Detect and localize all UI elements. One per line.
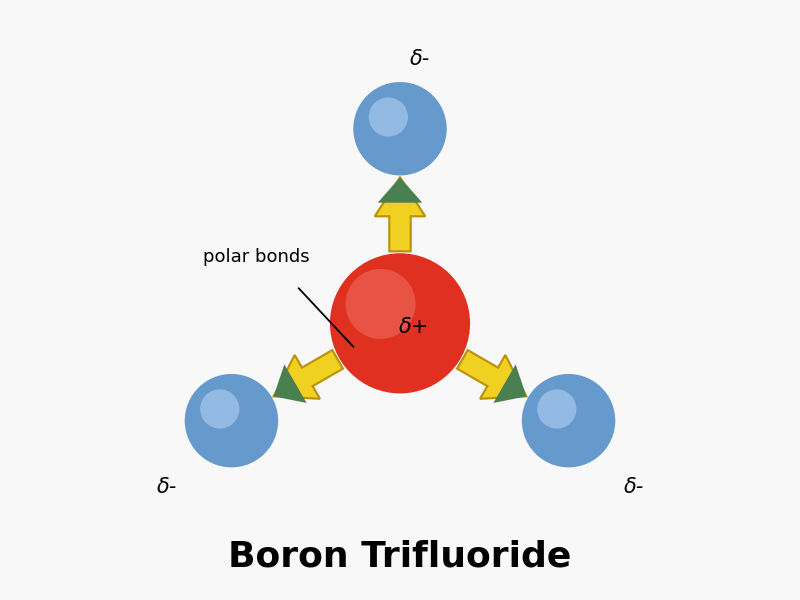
Text: δ-: δ- (623, 477, 644, 497)
FancyArrow shape (274, 364, 306, 403)
Text: polar bonds: polar bonds (202, 248, 310, 266)
Circle shape (369, 97, 408, 137)
FancyArrow shape (457, 350, 526, 399)
FancyArrow shape (494, 364, 526, 403)
Circle shape (522, 374, 615, 467)
Text: δ+: δ+ (398, 317, 429, 337)
Circle shape (346, 269, 415, 339)
Text: δ-: δ- (410, 49, 430, 68)
Text: Boron Trifluoride: Boron Trifluoride (228, 540, 572, 574)
Text: δ-: δ- (156, 477, 177, 497)
Circle shape (330, 253, 470, 394)
FancyArrow shape (274, 350, 343, 399)
FancyArrow shape (378, 178, 422, 203)
Circle shape (538, 389, 577, 428)
Circle shape (200, 389, 239, 428)
Circle shape (354, 82, 446, 175)
FancyArrow shape (374, 178, 426, 251)
Circle shape (185, 374, 278, 467)
